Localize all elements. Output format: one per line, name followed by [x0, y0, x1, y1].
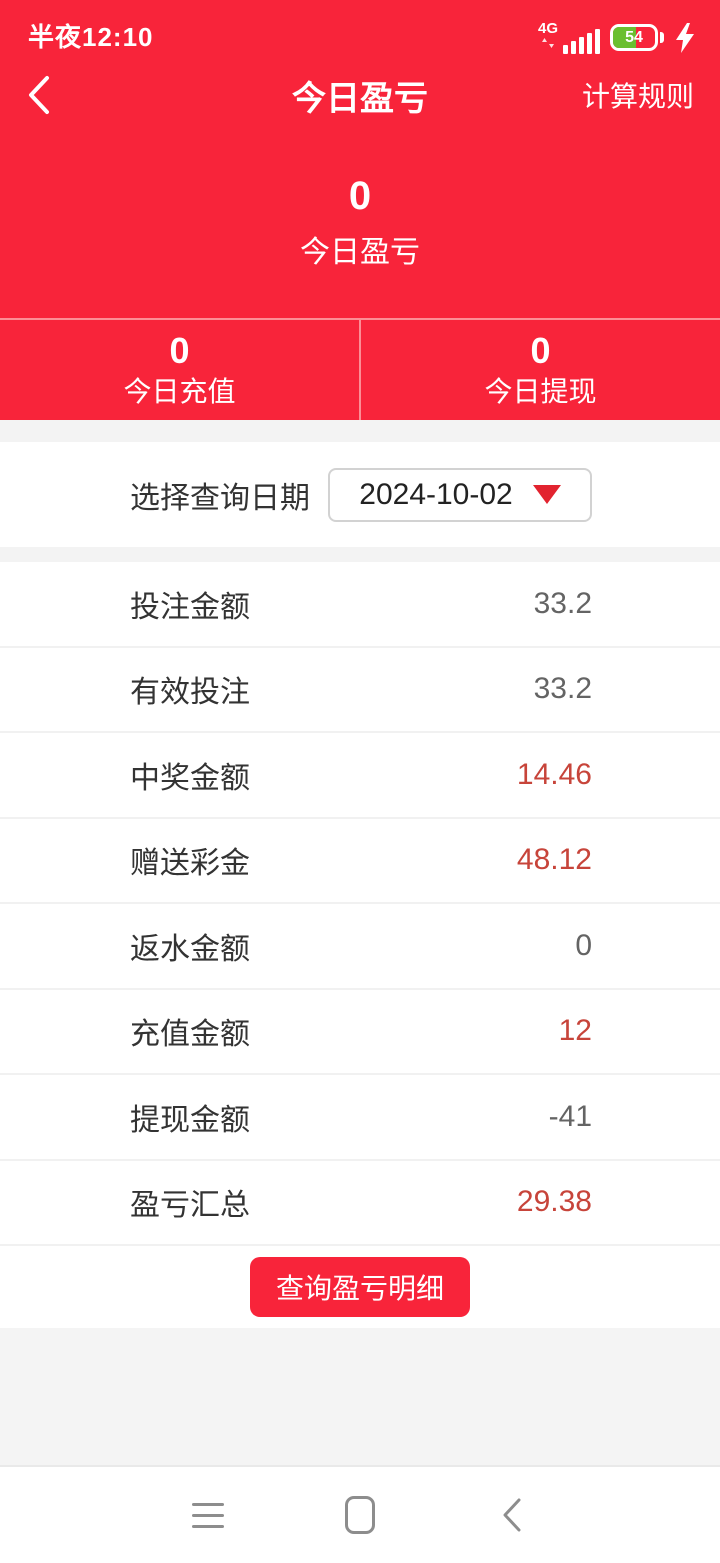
row-value: -41	[548, 1099, 592, 1133]
row-label: 盈亏汇总	[130, 1189, 250, 1223]
row-value: 33.2	[533, 586, 592, 620]
row-value: 33.2	[533, 672, 592, 706]
battery-fill	[613, 27, 636, 48]
table-row: 盈亏汇总 29.38	[0, 1160, 720, 1246]
row-value: 0	[575, 928, 592, 962]
today-recharge-label: 今日充值	[123, 376, 236, 407]
row-value: 48.12	[516, 843, 592, 877]
stats-list: 投注金额 33.2 有效投注 33.2 中奖金额 14.46 赠送彩金 48.1…	[0, 562, 720, 1246]
table-row: 返水金额 0	[0, 904, 720, 990]
table-row: 充值金额 12	[0, 989, 720, 1075]
row-label: 赠送彩金	[130, 847, 250, 881]
button-row: 查询盈亏明细	[0, 1246, 720, 1328]
home-button[interactable]	[342, 1493, 378, 1537]
battery-percent: 54	[625, 28, 643, 46]
battery-indicator: 54	[610, 24, 664, 51]
row-value: 29.38	[516, 1185, 592, 1219]
row-value: 14.46	[516, 757, 592, 791]
row-label: 中奖金额	[130, 761, 250, 795]
today-profit-value: 0	[348, 174, 372, 218]
nav-back-button[interactable]	[494, 1493, 530, 1537]
menu-icon	[192, 1502, 224, 1528]
today-withdraw-stat: 0 今日提现	[361, 320, 720, 420]
clock: 半夜12:10	[28, 22, 154, 52]
battery-icon: 54	[610, 24, 658, 51]
table-row: 提现金额 -41	[0, 1075, 720, 1161]
recents-button[interactable]	[190, 1493, 226, 1537]
table-row: 中奖金额 14.46	[0, 733, 720, 819]
status-icons: 4G 54	[538, 21, 696, 54]
table-row: 投注金额 33.2	[0, 562, 720, 648]
query-detail-button[interactable]: 查询盈亏明细	[249, 1257, 470, 1317]
charging-bolt-icon	[674, 22, 696, 53]
bottom-spacer	[0, 1328, 720, 1467]
date-picker-row: 选择查询日期 2024-10-02	[0, 442, 720, 547]
chevron-left-icon	[29, 76, 49, 114]
row-value: 12	[558, 1014, 592, 1048]
today-recharge-stat: 0 今日充值	[0, 320, 361, 420]
battery-cap	[660, 32, 664, 43]
sub-stats: 0 今日充值 0 今日提现	[0, 318, 720, 420]
row-label: 提现金额	[130, 1103, 250, 1137]
section-divider	[0, 420, 720, 442]
table-row: 有效投注 33.2	[0, 647, 720, 733]
table-row: 赠送彩金 48.12	[0, 818, 720, 904]
signal-group: 4G	[538, 21, 600, 54]
home-icon	[345, 1496, 375, 1534]
row-label: 返水金额	[130, 932, 250, 966]
app-header: 今日盈亏 计算规则	[0, 62, 720, 128]
date-select[interactable]: 2024-10-02	[328, 467, 592, 522]
row-label: 投注金额	[130, 590, 250, 624]
android-nav-bar	[0, 1467, 720, 1563]
calculation-rules-link[interactable]: 计算规则	[581, 81, 694, 112]
today-withdraw-label: 今日提现	[484, 376, 597, 407]
today-withdraw-value: 0	[530, 330, 551, 371]
today-profit-label: 今日盈亏	[300, 236, 420, 269]
row-label: 充值金额	[130, 1018, 250, 1052]
network-type-label: 4G	[537, 20, 558, 37]
date-picker-label: 选择查询日期	[130, 481, 310, 515]
status-bar: 半夜12:10 4G	[0, 0, 720, 62]
section-divider	[0, 547, 720, 562]
chevron-left-icon	[503, 1498, 521, 1532]
data-activity-icon	[541, 36, 555, 54]
caret-down-icon	[532, 485, 561, 504]
row-label: 有效投注	[130, 676, 250, 710]
back-button[interactable]	[26, 73, 66, 117]
today-recharge-value: 0	[169, 330, 190, 371]
today-profit-summary: 0 今日盈亏	[0, 128, 720, 318]
date-value: 2024-10-02	[359, 477, 513, 511]
signal-bars-icon	[563, 29, 600, 54]
top-red-block: 半夜12:10 4G	[0, 0, 720, 420]
